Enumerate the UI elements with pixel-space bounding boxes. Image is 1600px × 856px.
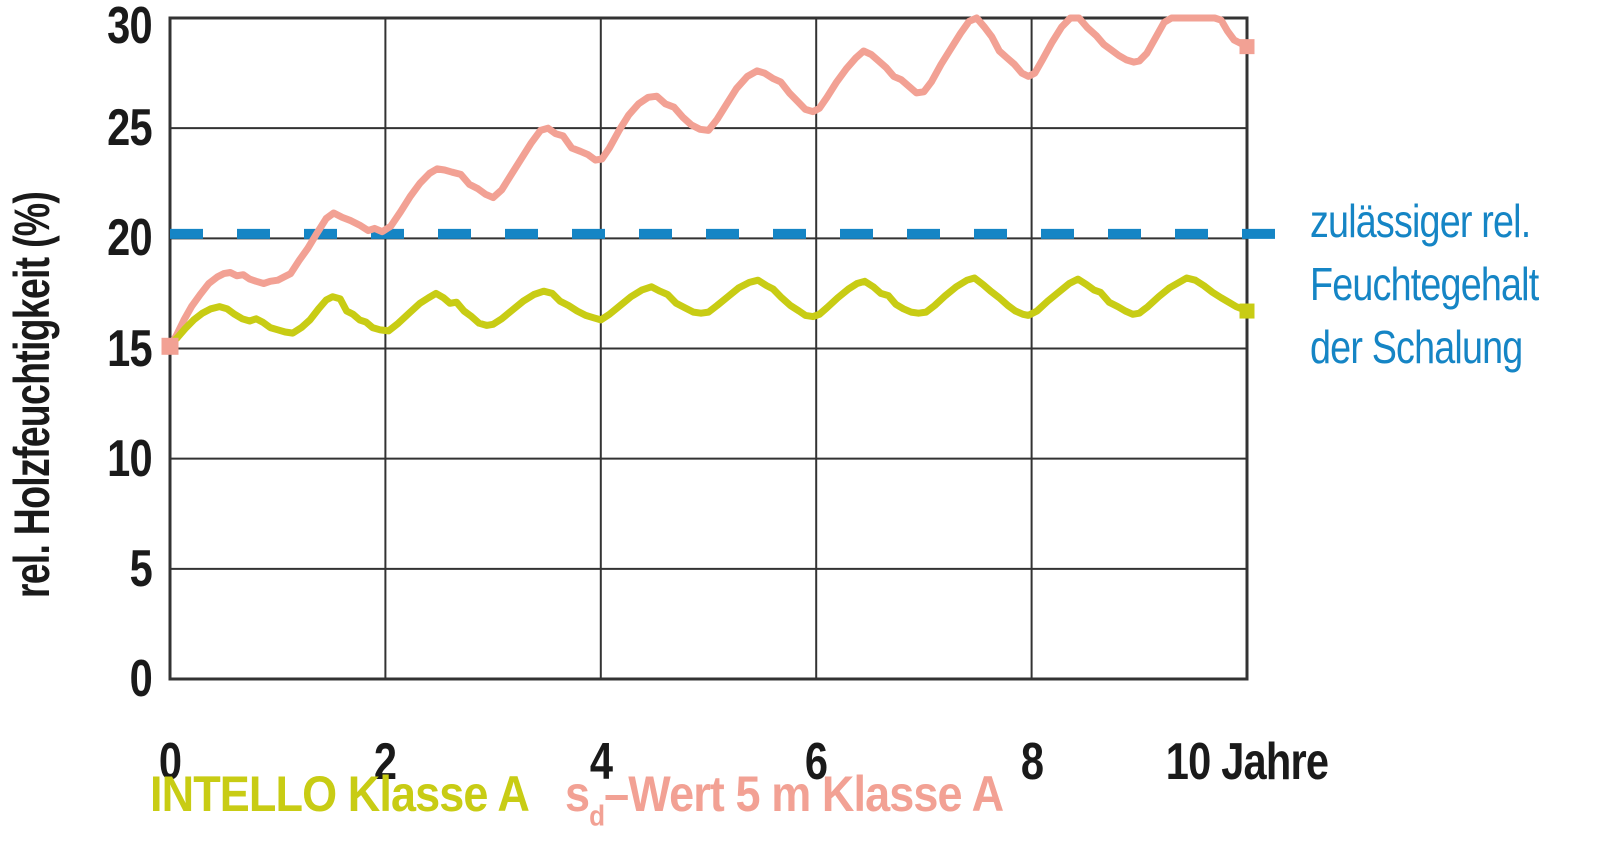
legend-intello-label: INTELLO Klasse A: [150, 766, 530, 822]
threshold-annotation-line2: Feuchtegehalt: [1310, 258, 1539, 310]
y-tick-label: 10: [107, 429, 152, 488]
x-tick-label: 0: [158, 733, 182, 791]
x-tick-label: 8: [1020, 733, 1043, 791]
legend-item-sd-wert: sd–Wert 5 m Klasse A: [565, 766, 1004, 845]
x-tick-label: 10 Jahre: [1165, 733, 1329, 791]
y-tick-label: 0: [129, 650, 153, 708]
y-tick-label: 25: [107, 99, 152, 158]
legend-sd-prefix: s: [565, 766, 590, 822]
series-start-marker-0: [161, 337, 179, 355]
legend-sd-subscript: d: [589, 800, 605, 833]
x-tick-label: 4: [589, 733, 613, 791]
threshold-annotation-line3: der Schalung: [1310, 321, 1523, 373]
legend-item-intello: INTELLO Klasse A: [150, 766, 530, 822]
x-tick-label: 6: [805, 733, 828, 791]
series-line-0: [166, 14, 1251, 350]
threshold-annotation-line1: zulässiger rel.: [1310, 195, 1531, 247]
series-end-marker-0: [1239, 39, 1255, 55]
y-tick-label: 20: [107, 209, 152, 268]
y-tick-label: 15: [107, 319, 152, 378]
y-axis-title: rel. Holzfeuchtigkeit (%): [4, 191, 60, 599]
x-tick-label: 2: [374, 733, 397, 791]
legend-sd-suffix: –Wert 5 m Klasse A: [604, 766, 1004, 822]
y-tick-label: 30: [107, 0, 152, 55]
y-tick-label: 5: [129, 539, 153, 598]
series-end-marker-1: [1239, 303, 1255, 319]
threshold-annotation: zulässiger rel. Feuchtegehalt der Schalu…: [1310, 190, 1539, 379]
series-line-1: [166, 274, 1251, 349]
